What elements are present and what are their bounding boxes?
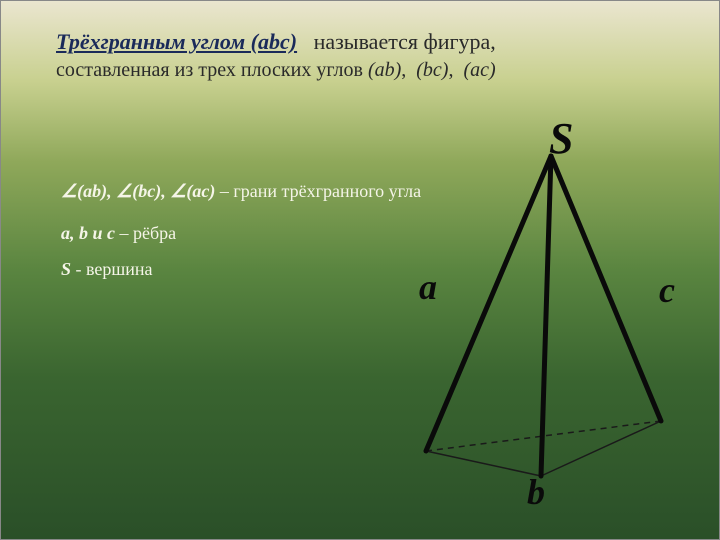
edges-text: a, b и c – рёбра xyxy=(61,223,176,244)
vertex-text: S - вершина xyxy=(61,259,153,280)
title-rest: называется фигура, xyxy=(314,29,496,54)
faces-text: ∠(ab), ∠(bc), ∠(ac) – грани трёхгранного… xyxy=(61,181,421,202)
title: Трёхгранным углом (abc) называется фигур… xyxy=(56,29,496,55)
edge-sa xyxy=(426,156,551,451)
title-bold: Трёхгранным углом (abc) xyxy=(56,29,297,54)
subtitle: составленная из трех плоских углов (ab),… xyxy=(56,59,496,82)
trihedral-angle-diagram xyxy=(391,141,701,491)
edge-sc xyxy=(551,156,661,421)
edge-sb xyxy=(541,156,551,476)
line-ab xyxy=(426,451,541,476)
